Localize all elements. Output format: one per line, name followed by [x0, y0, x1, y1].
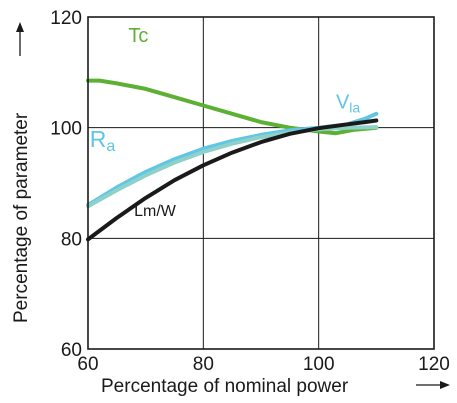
x-tick-label: 120 [418, 354, 450, 375]
grid-lines [88, 17, 434, 349]
series-label-vla: Vla [336, 91, 360, 115]
series-label-ra: Ra [90, 126, 116, 155]
series-group [86, 78, 379, 242]
y-axis-arrow-icon [16, 22, 24, 32]
series-line-tc [86, 78, 379, 136]
x-tick-label: 100 [303, 354, 335, 375]
series-label-text: V [336, 91, 350, 113]
y-tick-label: 80 [61, 229, 82, 250]
y-axis-title: Percentage of parameter [11, 112, 32, 323]
series-label-subscript: a [106, 138, 115, 155]
series-labels: Tc Vla Ra Lm/W [90, 25, 361, 220]
x-tick-label: 80 [193, 354, 214, 375]
tick-labels: 60 80 100 120 60 80 100 120 [50, 8, 450, 375]
x-axis-title: Percentage of nominal power [101, 376, 349, 397]
series-label-lm-w: Lm/W [134, 203, 177, 220]
series-label-text: Tc [128, 25, 148, 47]
series-label-tc: Tc [128, 25, 148, 47]
series-label-text: R [90, 126, 107, 152]
x-tick-label: 60 [77, 354, 98, 375]
y-tick-label: 60 [61, 340, 82, 361]
series-line-lm-w [86, 118, 379, 242]
series-label-text: Lm/W [134, 203, 177, 220]
series-label-subscript: la [349, 99, 360, 115]
plot-frame [87, 16, 435, 350]
y-tick-label: 120 [50, 8, 82, 29]
y-tick-label: 100 [50, 119, 82, 140]
x-axis-arrow-icon [440, 381, 450, 389]
